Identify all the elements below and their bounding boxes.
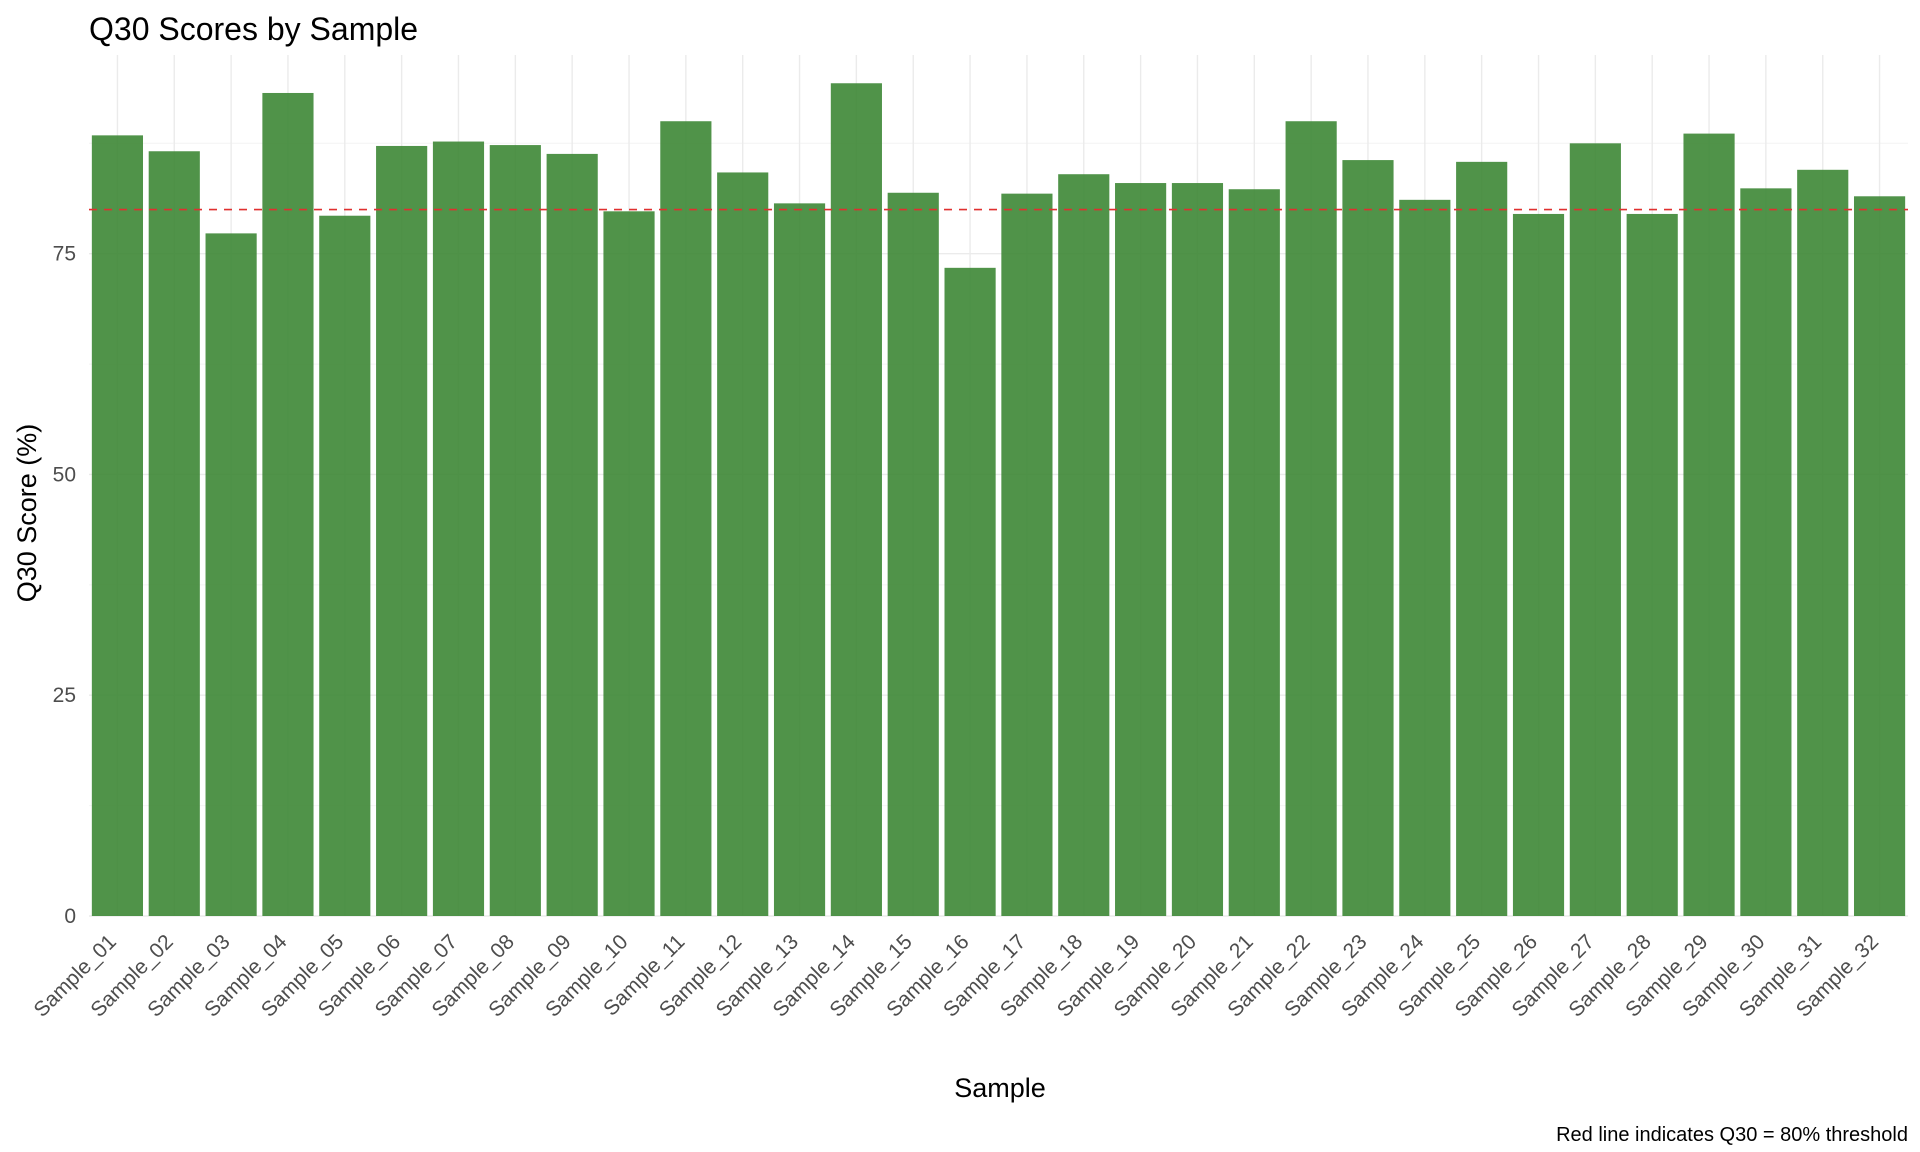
chart-caption: Red line indicates Q30 = 80% threshold — [1556, 1124, 1908, 1146]
bar-sample-31 — [1797, 169, 1849, 917]
bar-sample-03 — [205, 233, 257, 917]
bar-sample-21 — [1228, 189, 1280, 917]
y-tick-label: 25 — [53, 684, 76, 707]
bar-sample-25 — [1456, 161, 1508, 917]
bar-sample-22 — [1285, 121, 1337, 916]
bar-sample-16 — [944, 267, 996, 916]
y-axis-ticks: 0 25 50 75 — [53, 243, 76, 928]
y-tick-label: 50 — [53, 463, 76, 486]
bar-sample-07 — [432, 141, 485, 917]
bar-sample-30 — [1740, 188, 1792, 917]
bar-sample-06 — [376, 145, 428, 917]
bar-sample-28 — [1626, 213, 1678, 916]
bars — [91, 83, 1906, 917]
bar-sample-14 — [830, 83, 882, 916]
bar-sample-24 — [1399, 199, 1451, 917]
bar-sample-18 — [1058, 174, 1110, 916]
bar-sample-27 — [1569, 143, 1621, 917]
y-axis-title: Q30 Score (%) — [12, 424, 42, 603]
bar-sample-19 — [1115, 183, 1167, 917]
bar-sample-12 — [717, 172, 769, 917]
bar-sample-29 — [1683, 133, 1735, 916]
x-axis-ticks: Sample_01Sample_02Sample_03Sample_04Samp… — [30, 930, 1884, 1022]
y-tick-label: 0 — [64, 905, 76, 928]
bar-sample-01 — [91, 135, 144, 917]
bar-sample-04 — [262, 92, 314, 917]
bar-sample-20 — [1171, 183, 1224, 917]
bar-sample-23 — [1342, 160, 1394, 916]
bar-sample-08 — [489, 145, 541, 916]
bar-sample-02 — [148, 151, 200, 917]
chart-title: Q30 Scores by Sample — [89, 11, 418, 47]
bar-sample-10 — [603, 211, 655, 916]
bar-sample-17 — [1001, 193, 1053, 917]
bar-sample-32 — [1853, 196, 1906, 917]
bar-sample-15 — [887, 192, 939, 916]
bar-sample-09 — [546, 153, 598, 917]
x-axis-title: Sample — [954, 1073, 1046, 1103]
bar-sample-11 — [660, 121, 712, 916]
bar-sample-13 — [773, 203, 826, 916]
y-tick-label: 75 — [53, 243, 76, 266]
bar-sample-26 — [1512, 213, 1565, 916]
bar-sample-05 — [319, 215, 371, 917]
